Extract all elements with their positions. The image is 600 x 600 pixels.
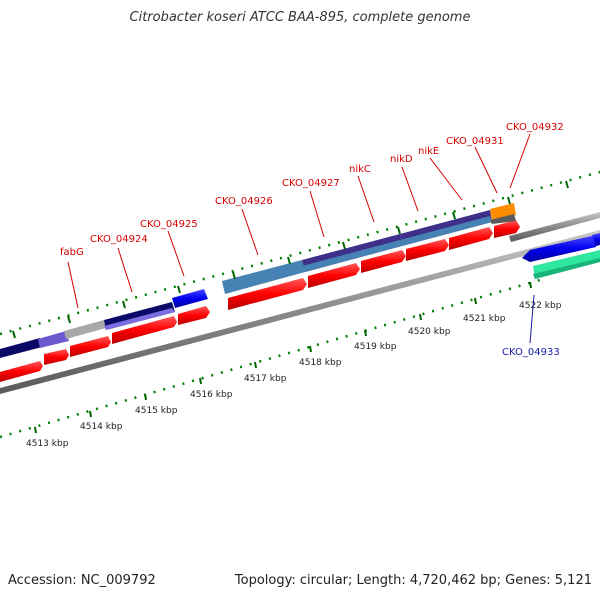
cds-arrow-forward bbox=[112, 316, 177, 344]
accession-label: Accession: NC_009792 bbox=[8, 573, 156, 588]
major-tick bbox=[507, 196, 511, 205]
backbone-line-next bbox=[509, 212, 600, 242]
gene-label-nikE: nikE bbox=[418, 146, 439, 157]
major-tick bbox=[397, 226, 401, 235]
next-segment bbox=[509, 212, 600, 279]
leader-line-nikE bbox=[429, 157, 463, 201]
scale-label: 4521 kbp bbox=[463, 314, 506, 324]
major-tick-4520 bbox=[419, 313, 422, 321]
cds-arrow-forward bbox=[0, 361, 43, 382]
feature-band-steel bbox=[222, 260, 305, 294]
scale-label: 4514 kbp bbox=[80, 422, 123, 432]
major-tick-4513 bbox=[34, 426, 37, 434]
scale-label: 4516 kbp bbox=[190, 390, 233, 400]
cds-arrow-forward bbox=[449, 227, 493, 250]
scale-label: 4520 kbp bbox=[408, 327, 451, 337]
major-tick-4519 bbox=[364, 329, 367, 337]
outer-tick-ring bbox=[0, 170, 600, 339]
cds-arrow-forward bbox=[44, 349, 69, 365]
leader-line-CKO_04932 bbox=[509, 133, 531, 189]
leader-line-CKO_04933 bbox=[529, 294, 535, 344]
leader-line-nikC bbox=[357, 175, 375, 223]
cds-arrow-reverse bbox=[522, 235, 596, 262]
scale-label: 4517 kbp bbox=[244, 374, 287, 384]
backbone bbox=[0, 230, 600, 394]
gene-label-CKO_04925: CKO_04925 bbox=[140, 219, 198, 230]
cds-arrow-forward bbox=[308, 263, 360, 288]
cds-arrow-forward bbox=[361, 250, 406, 273]
gene-label-CKO_04926: CKO_04926 bbox=[215, 196, 273, 207]
major-tick-4516 bbox=[199, 377, 202, 385]
major-tick bbox=[232, 271, 236, 280]
backbone-line bbox=[0, 230, 600, 394]
feature-band-purple bbox=[38, 331, 69, 348]
gene-label-fabG: fabG bbox=[60, 247, 84, 258]
leader-line-CKO_04925 bbox=[167, 230, 185, 277]
cds-arrow-forward bbox=[406, 239, 449, 261]
major-tick bbox=[565, 180, 569, 189]
major-tick bbox=[177, 285, 181, 294]
major-tick-4515 bbox=[144, 393, 147, 401]
gene-labels: fabG CKO_04924 CKO_04925 CKO_04926 CKO_0… bbox=[60, 122, 564, 358]
scale-label: 4513 kbp bbox=[26, 439, 69, 449]
feature-band-grey bbox=[64, 320, 106, 339]
leader-line-CKO_04927 bbox=[309, 190, 325, 238]
minor-ticks-inner bbox=[0, 278, 541, 439]
scale-label: 4515 kbp bbox=[135, 406, 178, 416]
cds-arrow-forward bbox=[494, 220, 520, 238]
feature-band-purple-lower bbox=[104, 308, 175, 330]
cds-arrow-forward bbox=[228, 278, 307, 310]
major-tick bbox=[452, 211, 456, 220]
feature-band-aqua-shadow bbox=[533, 258, 600, 279]
gene-label-CKO_04932: CKO_04932 bbox=[506, 122, 564, 133]
major-tick bbox=[287, 256, 291, 265]
gene-label-CKO_04924: CKO_04924 bbox=[90, 234, 148, 245]
genome-summary-label: Topology: circular; Length: 4,720,462 bp… bbox=[234, 573, 592, 588]
major-tick bbox=[12, 330, 16, 339]
major-tick bbox=[122, 300, 126, 309]
minor-ticks-outer bbox=[0, 170, 600, 336]
feature-track bbox=[0, 203, 516, 358]
inner-tick-ring bbox=[0, 278, 541, 439]
cds-arrow-reverse bbox=[592, 233, 600, 246]
leader-line-CKO_04924 bbox=[117, 247, 133, 293]
feature-band-steel-lower bbox=[400, 216, 492, 246]
leader-line-fabG bbox=[67, 261, 79, 309]
gene-label-CKO_04933: CKO_04933 bbox=[502, 347, 560, 358]
forward-cds-track bbox=[0, 220, 520, 382]
major-tick bbox=[342, 241, 346, 250]
gene-label-nikC: nikC bbox=[349, 164, 371, 175]
major-tick-4522 bbox=[529, 281, 532, 289]
major-tick bbox=[67, 315, 71, 324]
feature-band-navy bbox=[0, 338, 42, 358]
gene-label-CKO_04927: CKO_04927 bbox=[282, 178, 340, 189]
scale-label: 4522 kbp bbox=[519, 301, 562, 311]
leader-lines bbox=[67, 133, 535, 344]
scale-label: 4518 kbp bbox=[299, 358, 342, 368]
gene-label-CKO_04931: CKO_04931 bbox=[446, 136, 504, 147]
feature-band-shadow bbox=[490, 214, 516, 224]
major-tick-4514 bbox=[89, 410, 92, 418]
leader-line-nikD bbox=[401, 166, 419, 212]
leader-line-CKO_04931 bbox=[474, 146, 498, 194]
feature-band-steel-lower bbox=[302, 240, 402, 272]
gene-label-nikD: nikD bbox=[390, 154, 413, 165]
leader-line-CKO_04926 bbox=[241, 208, 259, 256]
major-tick-4517 bbox=[254, 361, 257, 369]
cds-arrow-forward bbox=[178, 306, 210, 325]
major-tick-4518 bbox=[309, 345, 312, 353]
major-tick-4521 bbox=[474, 297, 477, 305]
scale-label: 4519 kbp bbox=[354, 342, 397, 352]
map-title: Citrobacter koseri ATCC BAA-895, complet… bbox=[129, 10, 471, 25]
feature-band-blue bbox=[172, 289, 208, 308]
scale-labels: 4513 kbp 4514 kbp 4515 kbp 4516 kbp 4517… bbox=[26, 301, 562, 449]
cds-arrow-forward bbox=[70, 336, 111, 357]
